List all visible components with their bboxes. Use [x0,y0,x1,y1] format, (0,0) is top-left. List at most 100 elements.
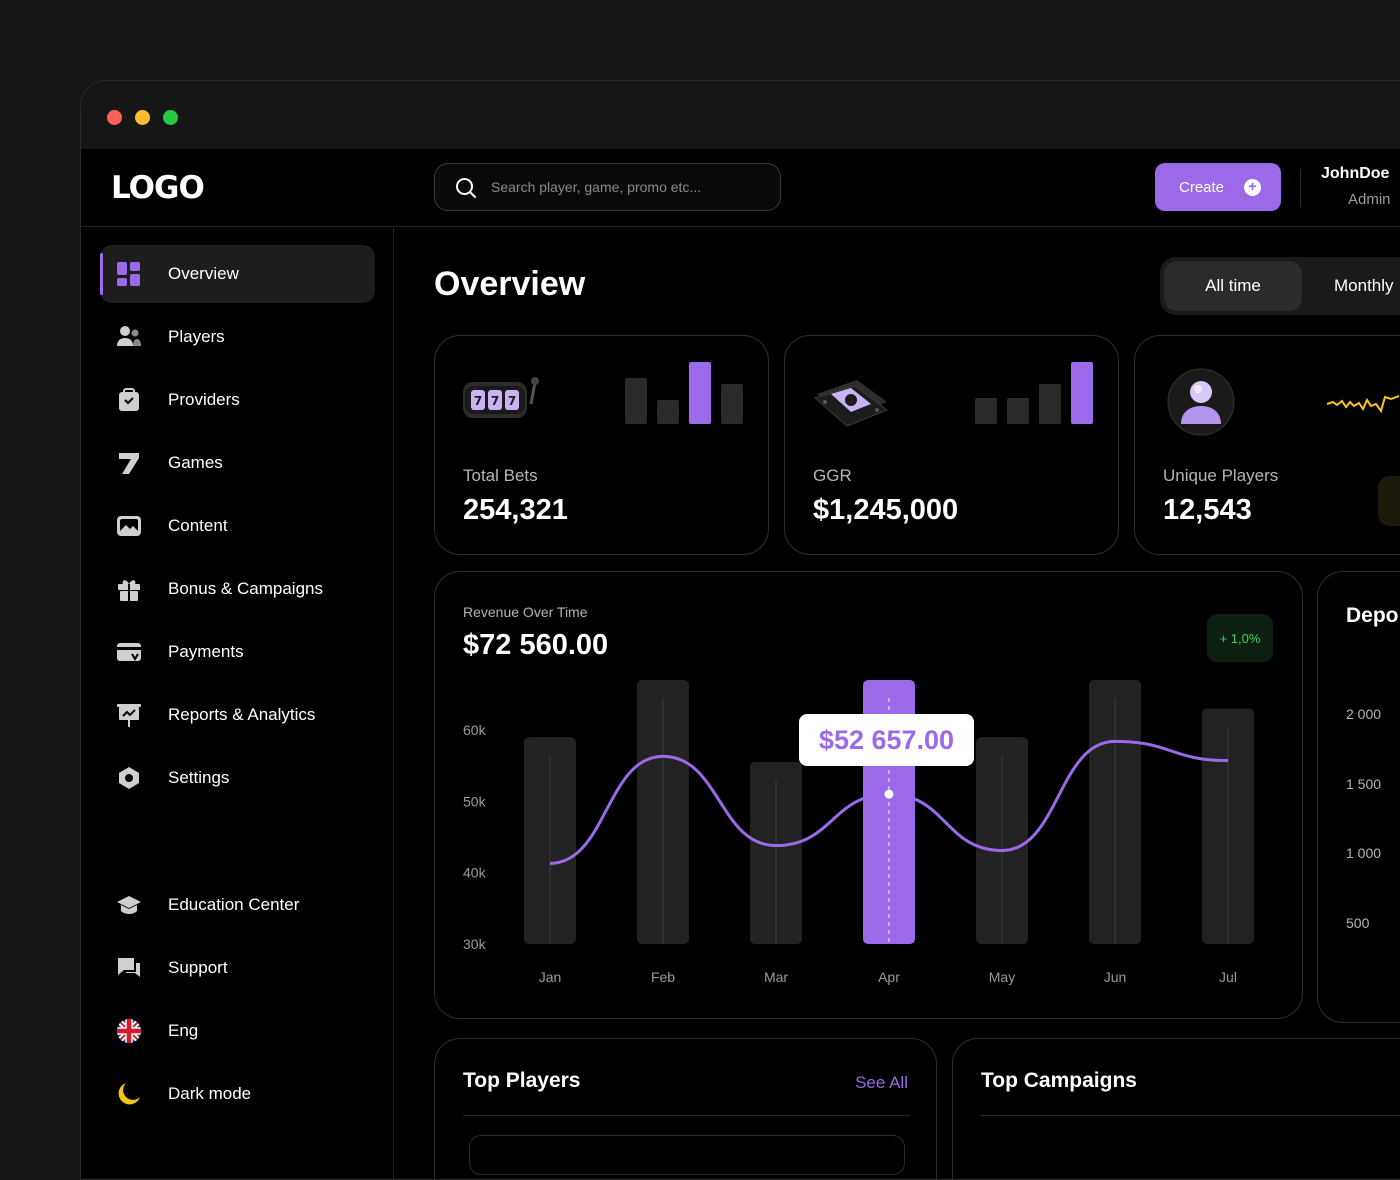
chat-icon [116,955,142,981]
presentation-icon [116,702,142,728]
y-tick-label: 60k [463,722,487,738]
sparkline-chart [1326,395,1400,414]
deposits-card: Depo 2 000 1 500 1 000 500 [1317,571,1400,1023]
kpi-value: 12,543 [1163,494,1252,526]
sidebar-item-education-center[interactable]: Education Center [100,876,375,934]
sidebar-item-settings[interactable]: Settings [100,749,375,807]
change-badge: + 1,0% [1207,614,1273,662]
create-button[interactable]: Create + [1155,163,1281,211]
sidebar-item-label: Games [168,453,223,472]
minimize-dot[interactable] [135,110,150,125]
sidebar-item-label: Eng [168,1021,199,1040]
search-box[interactable] [434,163,781,211]
mini-bar [1007,398,1029,424]
y-tick-label: 50k [463,793,487,809]
revenue-chart: 60k 50k 40k 30k Jan Feb Mar Apr May Jun Jul [463,680,1254,985]
plus-icon: + [1244,179,1261,196]
sidebar-item-bonus-campaigns[interactable]: Bonus & Campaigns [100,560,375,618]
sidebar-item-content[interactable]: Content [100,497,375,555]
chart-tooltip: $52 657.00 [799,714,974,766]
maximize-dot[interactable] [163,110,178,125]
see-all-link[interactable]: See All [855,1073,908,1092]
users-icon [116,324,142,350]
search-input[interactable] [491,164,771,210]
x-tick-label: May [989,969,1015,985]
money-icon [813,380,889,427]
mini-bar [689,362,711,424]
change-badge [1378,476,1400,526]
y-tick-label: 2 000 [1346,706,1382,722]
tab-all-time[interactable]: All time [1164,261,1302,311]
sidebar-item-payments[interactable]: Payments [100,623,375,681]
sidebar-item-support[interactable]: Support [100,939,375,997]
sidebar-item-language[interactable]: Eng [100,1002,375,1060]
sidebar-item-dark-mode[interactable]: Dark mode [100,1065,375,1123]
divider [463,1115,910,1116]
x-tick-label: Feb [651,969,675,985]
x-tick-label: Jan [539,969,562,985]
y-tick-label: 30k [463,936,487,952]
kpi-value: $1,245,000 [813,494,959,526]
image-icon [116,513,142,539]
sidebar-item-label: Players [168,327,225,346]
sidebar-item-label: Providers [168,390,240,409]
mini-bar-chart [625,362,743,424]
kpi-label: GGR [813,466,852,485]
search-icon [456,178,476,198]
uk-flag-icon [116,1018,142,1044]
card-title: Top Players [463,1069,581,1092]
highlight-point [884,789,894,799]
kpi-label: Unique Players [1163,466,1279,485]
y-tick-label: 1 000 [1346,845,1382,861]
sidebar-item-label: Payments [168,642,244,661]
moon-icon [116,1081,142,1107]
create-label: Create [1179,178,1225,196]
user-avatar-icon [1167,368,1235,436]
kpi-card-unique-players[interactable]: Unique Players 12,543 [1134,335,1400,555]
revenue-chart-card: Revenue Over Time $72 560.00 + 1,0% 60k 5… [434,571,1303,1019]
kpi-label: Total Bets [463,466,538,485]
sidebar: Overview Players Providers Games Content… [81,227,394,1179]
card-title: Depo [1346,604,1399,627]
app-window: LOGO Create + JohnDoe Admin Overview Pla… [80,80,1400,1180]
mini-bar [625,378,647,424]
briefcase-icon [116,387,142,413]
grid-icon [116,261,142,287]
kpi-card-total-bets[interactable]: 7 7 7 Total Bets 254,321 [434,335,769,555]
sidebar-item-games[interactable]: Games [100,434,375,492]
sidebar-item-label: Bonus & Campaigns [168,579,323,598]
sidebar-item-label: Content [168,516,228,535]
sidebar-item-reports-analytics[interactable]: Reports & Analytics [100,686,375,744]
graduation-cap-icon [116,892,142,918]
sidebar-item-overview[interactable]: Overview [100,245,375,303]
user-menu[interactable]: JohnDoe Admin [1321,165,1400,208]
sidebar-item-providers[interactable]: Providers [100,371,375,429]
divider [1300,169,1301,207]
y-tick-label: 500 [1346,915,1370,931]
sidebar-item-label: Overview [168,264,239,283]
sidebar-item-label: Education Center [168,895,300,914]
hexagon-icon [116,765,142,791]
x-tick-label: Jul [1219,969,1237,985]
x-tick-label: Apr [878,969,900,985]
sidebar-item-label: Reports & Analytics [168,705,316,724]
logo[interactable]: LOGO [111,170,205,206]
card-icon [116,639,142,665]
kpi-card-ggr[interactable]: GGR $1,245,000 [784,335,1119,555]
kpi-value: 254,321 [463,494,568,526]
revenue-total: $72 560.00 [463,629,609,661]
y-tick-label: 40k [463,865,487,881]
mini-bar [657,400,679,424]
top-bar: LOGO Create + JohnDoe Admin [81,149,1400,227]
close-dot[interactable] [107,110,122,125]
sidebar-item-label: Dark mode [168,1084,252,1103]
slot-machine-icon: 7 7 7 [463,377,539,418]
svg-text:7: 7 [491,394,499,408]
mini-bar [721,384,743,424]
list-item[interactable] [469,1135,905,1175]
y-tick-label: 1 500 [1346,776,1382,792]
mini-bar [975,398,997,424]
sidebar-item-players[interactable]: Players [100,308,375,366]
tab-monthly[interactable]: Monthly [1334,276,1394,295]
main-content: Overview All time Monthly 7 7 7 Total Be… [395,227,1400,1179]
